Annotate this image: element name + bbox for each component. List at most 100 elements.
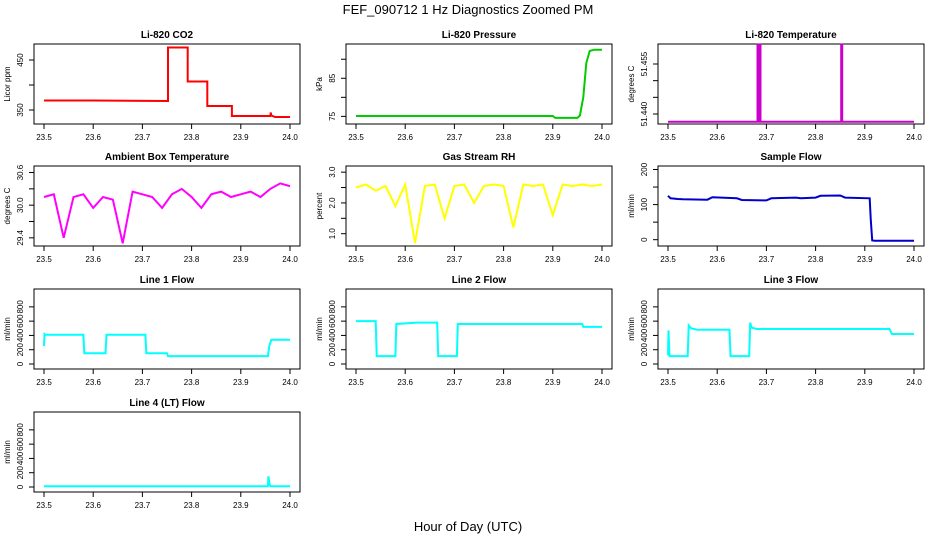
y-tick-label: 75	[328, 111, 337, 120]
y-axis-label: ml/min	[627, 317, 636, 341]
x-tick-label: 24.0	[282, 378, 298, 387]
series-line	[667, 194, 914, 242]
x-tick-label: 23.7	[135, 378, 151, 387]
y-axis-label: ml/min	[3, 317, 12, 341]
panel-frame	[657, 43, 925, 125]
x-tick-label: 23.6	[709, 133, 725, 142]
x-tick-label: 23.9	[545, 255, 561, 264]
x-tick-label: 23.8	[184, 501, 200, 510]
x-tick-label: 23.6	[709, 378, 725, 387]
y-tick-label: 800	[16, 300, 25, 314]
x-tick-label: 23.8	[184, 133, 200, 142]
y-axis-label: ml/min	[315, 317, 324, 341]
y-axis-label: Licor ppm	[3, 66, 12, 101]
x-tick-label: 24.0	[906, 378, 922, 387]
y-tick-label: 2.0	[328, 197, 337, 209]
x-tick-label: 23.5	[348, 133, 364, 142]
y-tick-label: 0	[640, 361, 649, 366]
x-tick-label: 23.5	[36, 378, 52, 387]
y-tick-label: 51.440	[640, 101, 649, 126]
x-tick-label: 23.7	[447, 133, 463, 142]
x-tick-label: 24.0	[282, 133, 298, 142]
x-tick-label: 23.7	[135, 501, 151, 510]
panel-frame	[345, 165, 613, 247]
panel-title: Sample Flow	[760, 152, 821, 163]
x-tick-label: 23.9	[233, 501, 249, 510]
x-tick-label: 23.7	[759, 378, 775, 387]
x-tick-label: 23.8	[184, 255, 200, 264]
y-tick-label: 85	[328, 73, 337, 82]
y-axis-label: kPa	[315, 77, 324, 91]
y-axis-label: ml/min	[627, 194, 636, 218]
y-tick-label: 600	[328, 314, 337, 328]
x-tick-label: 23.6	[397, 255, 413, 264]
y-axis-label: ml/min	[3, 440, 12, 464]
x-tick-label: 23.7	[135, 133, 151, 142]
series-line	[44, 476, 290, 488]
x-tick-label: 23.5	[36, 133, 52, 142]
y-tick-label: 51.455	[640, 51, 649, 76]
y-tick-label: 400	[16, 451, 25, 465]
x-tick-label: 24.0	[282, 501, 298, 510]
y-tick-label: 200	[16, 342, 25, 356]
panel-8: Line 2 Flow ml/min 23.5 23.6 23.7 23.8 23.9 24.…	[315, 275, 613, 387]
series-line	[668, 43, 914, 123]
panel-frame	[33, 288, 301, 370]
x-tick-label: 23.6	[85, 501, 101, 510]
y-tick-label: 0	[640, 237, 649, 242]
x-tick-label: 23.9	[233, 255, 249, 264]
x-tick-label: 23.7	[759, 255, 775, 264]
x-tick-label: 23.8	[496, 378, 512, 387]
panel-frame	[33, 43, 301, 125]
panel-4: Ambient Box Temperature degrees C 23.5 23.6…	[3, 152, 301, 264]
x-tick-label: 24.0	[594, 133, 610, 142]
x-tick-label: 23.5	[348, 378, 364, 387]
y-tick-label: 800	[328, 300, 337, 314]
panel-title: Gas Stream RH	[443, 152, 516, 163]
y-tick-label: 400	[16, 328, 25, 342]
y-tick-label: 0	[16, 484, 25, 489]
y-tick-label: 350	[16, 103, 25, 117]
panel-1: Li-820 CO2 Licor ppm 23.5 23.6 23.7 23.8 23.9 2…	[3, 30, 301, 142]
y-tick-label: 400	[328, 328, 337, 342]
y-tick-label: 800	[640, 300, 649, 314]
y-tick-label: 3.0	[328, 166, 337, 178]
y-tick-label: 0	[328, 361, 337, 366]
figure-title: FEF_090712 1 Hz Diagnostics Zoomed PM	[343, 2, 594, 17]
x-tick-label: 23.6	[85, 378, 101, 387]
x-tick-label: 24.0	[594, 255, 610, 264]
panel-frame	[33, 411, 301, 493]
panel-frame	[657, 288, 925, 370]
series-line	[356, 48, 602, 119]
panel-title: Li-820 CO2	[141, 30, 194, 41]
x-tick-label: 23.8	[808, 133, 824, 142]
x-tick-label: 23.5	[36, 255, 52, 264]
x-tick-label: 23.8	[808, 378, 824, 387]
x-tick-label: 23.9	[545, 133, 561, 142]
y-tick-label: 200	[328, 342, 337, 356]
x-tick-label: 23.5	[348, 255, 364, 264]
panel-9: Line 3 Flow ml/min 23.5 23.6 23.7 23.8 23.9 24.…	[627, 275, 925, 387]
y-tick-label: 29.4	[16, 230, 25, 246]
x-tick-label: 24.0	[594, 378, 610, 387]
y-tick-label: 600	[640, 314, 649, 328]
y-tick-label: 600	[16, 314, 25, 328]
x-tick-label: 23.7	[447, 255, 463, 264]
y-tick-label: 400	[640, 328, 649, 342]
y-tick-label: 600	[16, 437, 25, 451]
panel-5: Gas Stream RH percent 23.5 23.6 23.7 23.8 23.9…	[315, 152, 613, 264]
panel-7: Line 1 Flow ml/min 23.5 23.6 23.7 23.8 23.9 24.…	[3, 275, 301, 387]
panel-title: Line 2 Flow	[452, 275, 507, 286]
y-tick-label: 200	[16, 465, 25, 479]
x-tick-label: 23.9	[233, 133, 249, 142]
x-tick-label: 23.7	[447, 378, 463, 387]
x-tick-label: 23.5	[36, 501, 52, 510]
x-tick-label: 23.5	[660, 378, 676, 387]
series-line	[44, 46, 290, 118]
panel-title: Line 1 Flow	[140, 275, 195, 286]
x-tick-label: 23.9	[233, 378, 249, 387]
x-tick-label: 23.5	[660, 255, 676, 264]
y-tick-label: 0	[16, 361, 25, 366]
panel-frame	[345, 288, 613, 370]
y-axis-label: degrees C	[3, 187, 12, 224]
